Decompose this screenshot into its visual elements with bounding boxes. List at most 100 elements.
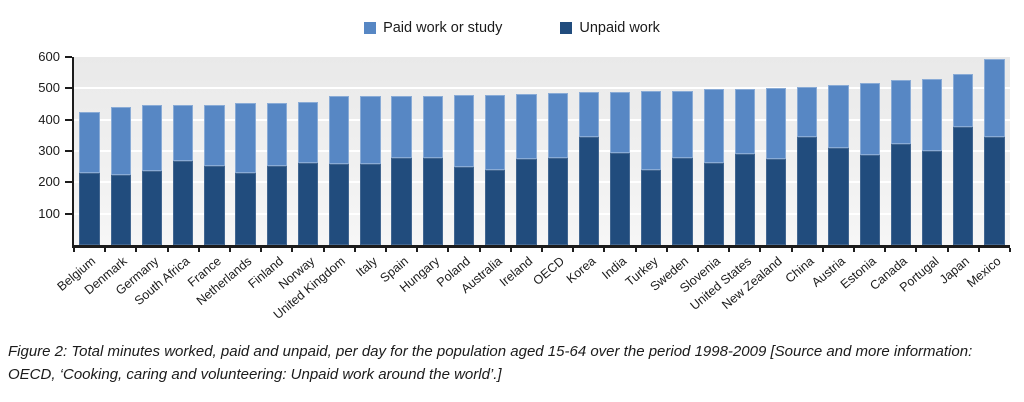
bar-segment-paid bbox=[235, 102, 256, 173]
y-tick-label: 100 bbox=[38, 205, 60, 221]
bar-segment-unpaid bbox=[204, 166, 225, 245]
bar-segment-unpaid bbox=[797, 137, 818, 245]
x-tick-mark bbox=[260, 248, 263, 252]
bar-segment-unpaid bbox=[890, 144, 912, 245]
legend-item-unpaid: Unpaid work bbox=[560, 20, 660, 36]
x-tick-mark bbox=[73, 248, 75, 252]
stacked-bar bbox=[173, 57, 194, 245]
bar-segment-paid bbox=[609, 91, 631, 153]
bar-group: Norway bbox=[276, 57, 325, 292]
x-tick-mark bbox=[728, 248, 731, 252]
bar-group: OECD bbox=[530, 57, 575, 288]
bar-segment-unpaid bbox=[703, 162, 724, 245]
bar-segment-paid bbox=[516, 93, 537, 160]
stacked-bar bbox=[828, 57, 849, 245]
bar-group: United States bbox=[687, 57, 762, 313]
stacked-bar bbox=[641, 57, 662, 245]
x-tick-mark bbox=[291, 248, 294, 252]
bar-segment-unpaid bbox=[516, 159, 537, 245]
stacked-bar bbox=[360, 57, 381, 245]
chart-legend: Paid work or study Unpaid work bbox=[0, 20, 1024, 36]
stacked-bar bbox=[765, 57, 787, 245]
gridline bbox=[74, 150, 1010, 152]
bar-segment-unpaid bbox=[173, 161, 194, 245]
y-tick-label: 500 bbox=[38, 80, 60, 96]
bar-segment-unpaid bbox=[235, 172, 256, 245]
bar-group: India bbox=[599, 57, 637, 282]
x-tick-mark bbox=[166, 248, 169, 252]
bar-segment-unpaid bbox=[672, 158, 693, 245]
bar-group: Ireland bbox=[497, 57, 544, 289]
bar-group: Korea bbox=[563, 57, 606, 286]
bar-segment-paid bbox=[547, 92, 568, 159]
bar-segment-unpaid bbox=[828, 147, 849, 245]
x-tick-mark bbox=[447, 248, 450, 252]
bar-segment-paid bbox=[703, 89, 724, 163]
x-tick-mark bbox=[790, 248, 793, 252]
x-tick-mark bbox=[603, 248, 606, 252]
stacked-bar bbox=[890, 57, 912, 245]
bar-group: France bbox=[185, 57, 232, 290]
bar-group: Germany bbox=[113, 57, 169, 298]
stacked-bar bbox=[391, 57, 412, 245]
bar-segment-paid bbox=[921, 78, 943, 152]
bar-segment-unpaid bbox=[734, 154, 755, 245]
y-tick-label: 200 bbox=[38, 174, 60, 190]
bar-group: United Kingdom bbox=[271, 57, 356, 322]
x-tick-mark bbox=[509, 248, 512, 252]
x-tick-mark bbox=[977, 248, 980, 252]
x-category-label: Ireland bbox=[497, 254, 536, 290]
bar-group: Poland bbox=[434, 57, 481, 290]
bar-segment-unpaid bbox=[422, 157, 443, 245]
stacked-bar bbox=[921, 57, 943, 245]
x-tick-mark bbox=[572, 248, 575, 252]
stacked-bar bbox=[204, 57, 225, 245]
bar-segment-paid bbox=[578, 91, 599, 137]
x-tick-mark bbox=[634, 248, 637, 252]
y-tick-mark bbox=[65, 212, 72, 215]
bar-group: Italy bbox=[353, 57, 388, 279]
bar-segment-unpaid bbox=[609, 152, 631, 245]
bar-segment-unpaid bbox=[110, 174, 131, 245]
x-tick-mark bbox=[104, 248, 107, 252]
bar-segment-paid bbox=[297, 102, 319, 163]
bar-group: Spain bbox=[377, 57, 419, 285]
stacked-bar bbox=[547, 57, 568, 245]
bar-segment-paid bbox=[672, 90, 693, 159]
bar-group: Finland bbox=[245, 57, 294, 291]
bar-segment-paid bbox=[173, 104, 194, 162]
x-tick-mark bbox=[135, 248, 138, 252]
x-category-label: Korea bbox=[563, 254, 598, 287]
bar-group: New Zealand bbox=[720, 57, 793, 312]
bar-series-container: Belgium Denmark Germany South Africa France N… bbox=[55, 57, 1012, 322]
bar-segment-paid bbox=[641, 91, 662, 171]
bar-segment-paid bbox=[453, 94, 475, 167]
bar-group: Slovenia bbox=[677, 57, 731, 296]
x-tick-mark bbox=[353, 248, 356, 252]
bar-segment-unpaid bbox=[984, 136, 1005, 245]
bar-group: Sweden bbox=[648, 57, 700, 294]
bar-segment-unpaid bbox=[391, 157, 412, 245]
stacked-bar bbox=[734, 57, 755, 245]
bar-group: Netherlands bbox=[194, 57, 263, 308]
stacked-bar bbox=[578, 57, 599, 245]
bar-segment-paid bbox=[953, 73, 974, 127]
bar-segment-paid bbox=[485, 94, 506, 171]
bar-segment-unpaid bbox=[297, 162, 319, 245]
stacked-bar bbox=[110, 57, 131, 245]
y-tick-mark bbox=[65, 150, 72, 152]
stacked-bar bbox=[453, 57, 475, 245]
stacked-bar bbox=[297, 57, 319, 245]
stacked-bar bbox=[609, 57, 631, 245]
stacked-bar bbox=[79, 57, 100, 245]
bar-group: Belgium bbox=[55, 57, 107, 294]
figure-caption-line-1: Figure 2: Total minutes worked, paid and… bbox=[8, 343, 973, 360]
x-category-label: OECD bbox=[529, 254, 567, 288]
bar-segment-paid bbox=[266, 102, 287, 166]
bar-segment-unpaid bbox=[141, 171, 163, 245]
bar-segment-paid bbox=[141, 105, 163, 172]
bar-segment-unpaid bbox=[485, 170, 506, 245]
x-tick-mark bbox=[665, 248, 668, 252]
x-tick-mark bbox=[915, 248, 918, 252]
